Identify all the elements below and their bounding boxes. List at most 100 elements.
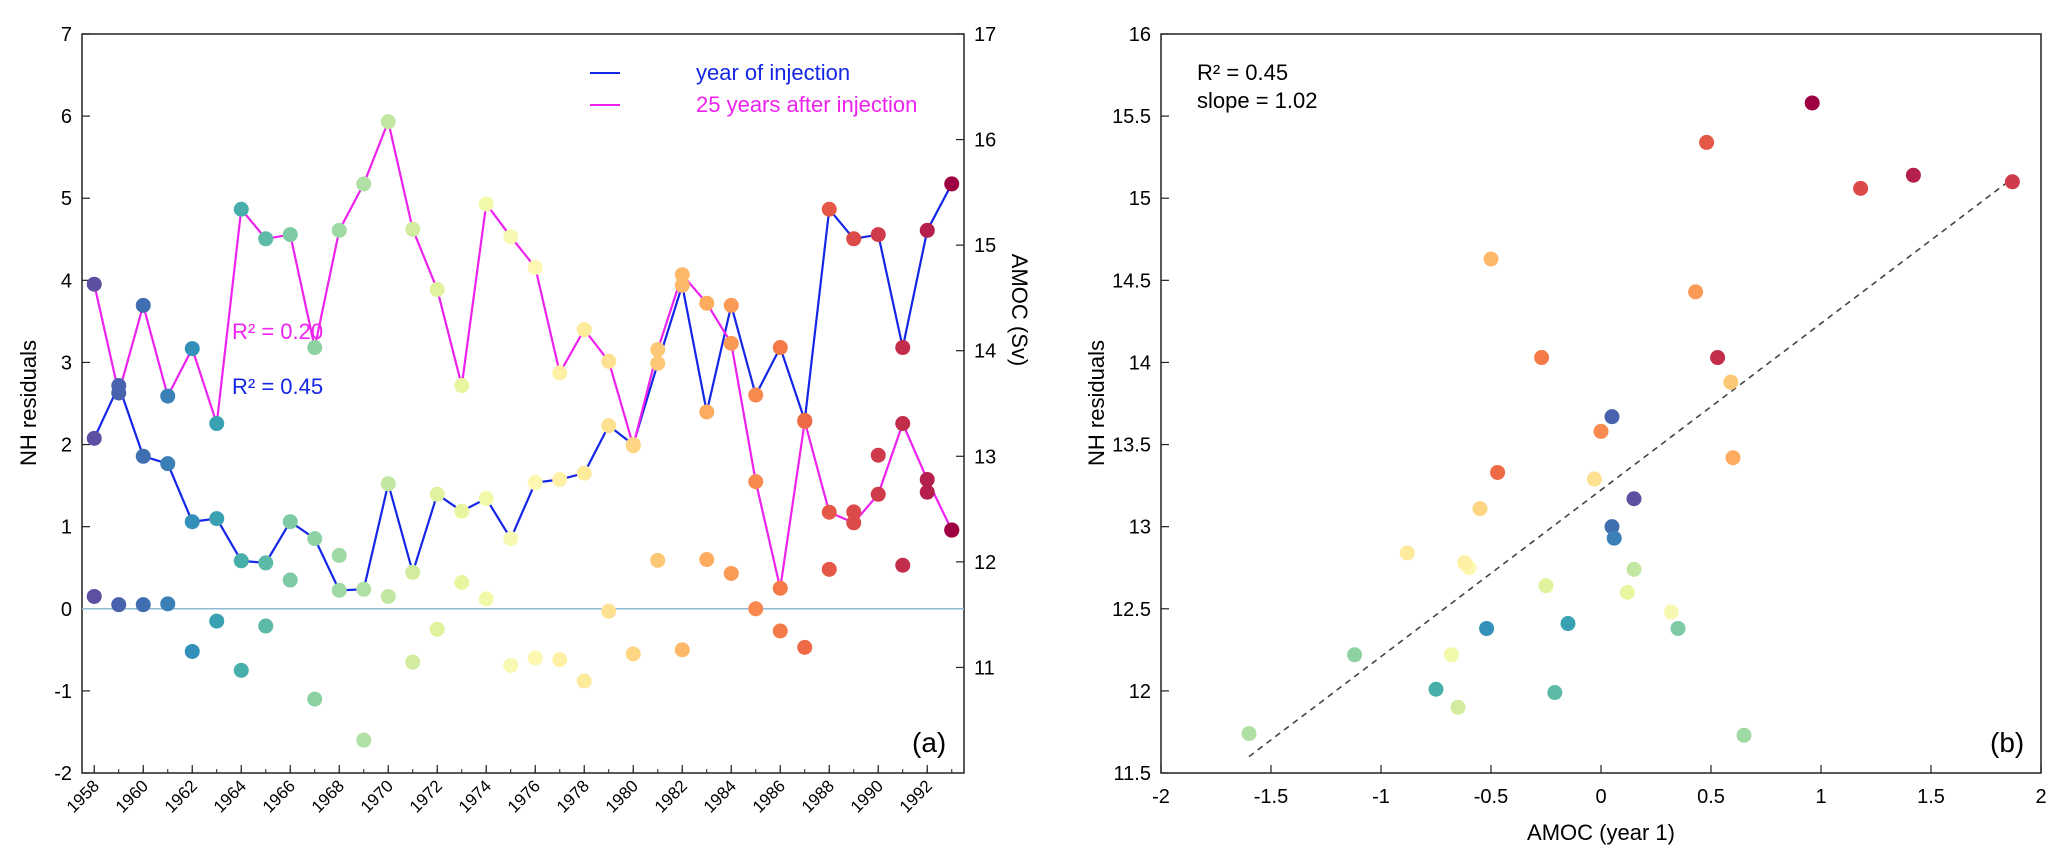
point-nh-residual [527, 650, 543, 666]
panel-b-xtick-label: 0.5 [1697, 786, 1725, 808]
point-year-of-injection [748, 387, 764, 403]
panel-b-label: (b) [1990, 727, 2024, 758]
scatter-point [1723, 374, 1739, 390]
point-year-of-injection [478, 491, 494, 507]
point-nh-residual [846, 504, 862, 520]
point-nh-residual [184, 643, 200, 659]
scatter-point [1443, 647, 1459, 663]
panel-b-ytick-label: 14.5 [1112, 270, 1151, 292]
scatter-point [1626, 561, 1642, 577]
scatter-point [1688, 284, 1704, 300]
panel-b-frame [1160, 33, 2042, 774]
point-25-years-after [184, 341, 200, 357]
series-line-25-years-after [93, 117, 953, 589]
point-year-of-injection [846, 231, 862, 247]
point-25-years-after [282, 227, 298, 243]
point-25-years-after [895, 416, 911, 432]
point-25-years-after [331, 222, 347, 238]
panel-b-ytick-label: 14 [1129, 352, 1151, 374]
point-25-years-after [870, 486, 886, 502]
panel-a-ytick-label: -2 [54, 763, 72, 785]
point-year-of-injection [821, 201, 837, 217]
point-nh-residual [331, 547, 347, 563]
point-year-of-injection [503, 531, 519, 547]
point-nh-residual [919, 484, 935, 500]
point-year-of-injection [356, 581, 372, 597]
panel-a-xtick-label: 1972 [406, 776, 446, 816]
point-25-years-after [454, 378, 470, 394]
panel-a-series-lines [93, 117, 953, 592]
panel-a-y2tick-label: 14 [974, 341, 996, 363]
point-year-of-injection [895, 340, 911, 356]
panel-b-y-ticks: 11.5 12 12.5 13 13.5 14 14.5 15 15.5 16 [1112, 24, 1169, 785]
panel-a-ytick-label: 6 [61, 106, 72, 128]
panel-a-y2tick-label: 17 [974, 24, 996, 46]
point-nh-residual [503, 657, 519, 673]
panel-a-xtick-label: 1992 [896, 776, 936, 816]
panel-a-ytick-label: -1 [54, 681, 72, 703]
point-25-years-after [944, 522, 960, 538]
point-nh-residual [307, 691, 323, 707]
panel-b-points [1241, 95, 2020, 743]
panel-a-y2label: AMOC (Sv) [1007, 254, 1032, 366]
scatter-point [1604, 519, 1620, 535]
panel-b-xlabel: AMOC (year 1) [1527, 820, 1675, 845]
annotation-r2-blue: R² = 0.45 [232, 374, 323, 399]
panel-a-y2-ticks: 11 12 13 14 15 16 17 [956, 24, 996, 679]
panel-b-xtick-label: 1 [1815, 786, 1826, 808]
panel-a-y2tick-label: 15 [974, 235, 996, 257]
point-year-of-injection [576, 465, 592, 481]
panel-a-xtick-label: 1966 [259, 776, 299, 816]
panel-a-xtick-label: 1962 [161, 776, 201, 816]
panel-a-ytick-label: 1 [61, 517, 72, 539]
point-year-of-injection [209, 511, 225, 527]
point-nh-residual [748, 601, 764, 617]
point-year-of-injection [135, 448, 151, 464]
panel-a-xtick-label: 1974 [455, 776, 495, 816]
panel-a-xtick-label: 1968 [308, 776, 348, 816]
scatter-point [1604, 409, 1620, 425]
scatter-point [2004, 174, 2020, 190]
point-25-years-after [307, 340, 323, 356]
panel-a-y2tick-label: 13 [974, 446, 996, 468]
point-nh-residual [821, 561, 837, 577]
point-25-years-after [650, 342, 666, 358]
point-nh-residual [258, 618, 274, 634]
panel-b-xtick-label: -1.5 [1254, 786, 1288, 808]
point-nh-residual [233, 662, 249, 678]
scatter-point [1457, 555, 1473, 571]
point-nh-residual [576, 673, 592, 689]
scatter-point [1534, 350, 1550, 366]
point-nh-residual [895, 557, 911, 573]
point-nh-residual [282, 572, 298, 588]
panel-b-ytick-label: 15 [1129, 188, 1151, 210]
panel-a-frame [81, 33, 965, 774]
legend-label-year-of-injection: year of injection [696, 60, 850, 85]
scatter-point [1710, 350, 1726, 366]
point-year-of-injection [307, 531, 323, 547]
point-nh-residual [674, 642, 690, 658]
scatter-point [1736, 727, 1752, 743]
panel-b-fit-line [1248, 181, 2009, 758]
point-25-years-after [797, 413, 813, 429]
point-25-years-after [135, 297, 151, 313]
scatter-point [1347, 647, 1363, 663]
panel-a-xtick-label: 1960 [112, 776, 152, 816]
point-year-of-injection [674, 277, 690, 293]
scatter-point [1725, 450, 1741, 466]
panel-a-ylabel: NH residuals [16, 340, 41, 466]
legend-label-25-years-after: 25 years after injection [696, 92, 917, 117]
scatter-point [1547, 685, 1563, 701]
point-nh-residual [429, 621, 445, 637]
point-year-of-injection [527, 475, 543, 491]
series-line-year-of-injection [93, 183, 953, 592]
point-25-years-after [821, 504, 837, 520]
scatter-point [1593, 423, 1609, 439]
point-25-years-after [111, 385, 127, 401]
point-nh-residual [478, 591, 494, 607]
point-25-years-after [209, 416, 225, 432]
point-25-years-after [527, 259, 543, 275]
point-nh-residual [160, 596, 176, 612]
point-nh-residual [650, 552, 666, 568]
point-nh-residual [723, 565, 739, 581]
